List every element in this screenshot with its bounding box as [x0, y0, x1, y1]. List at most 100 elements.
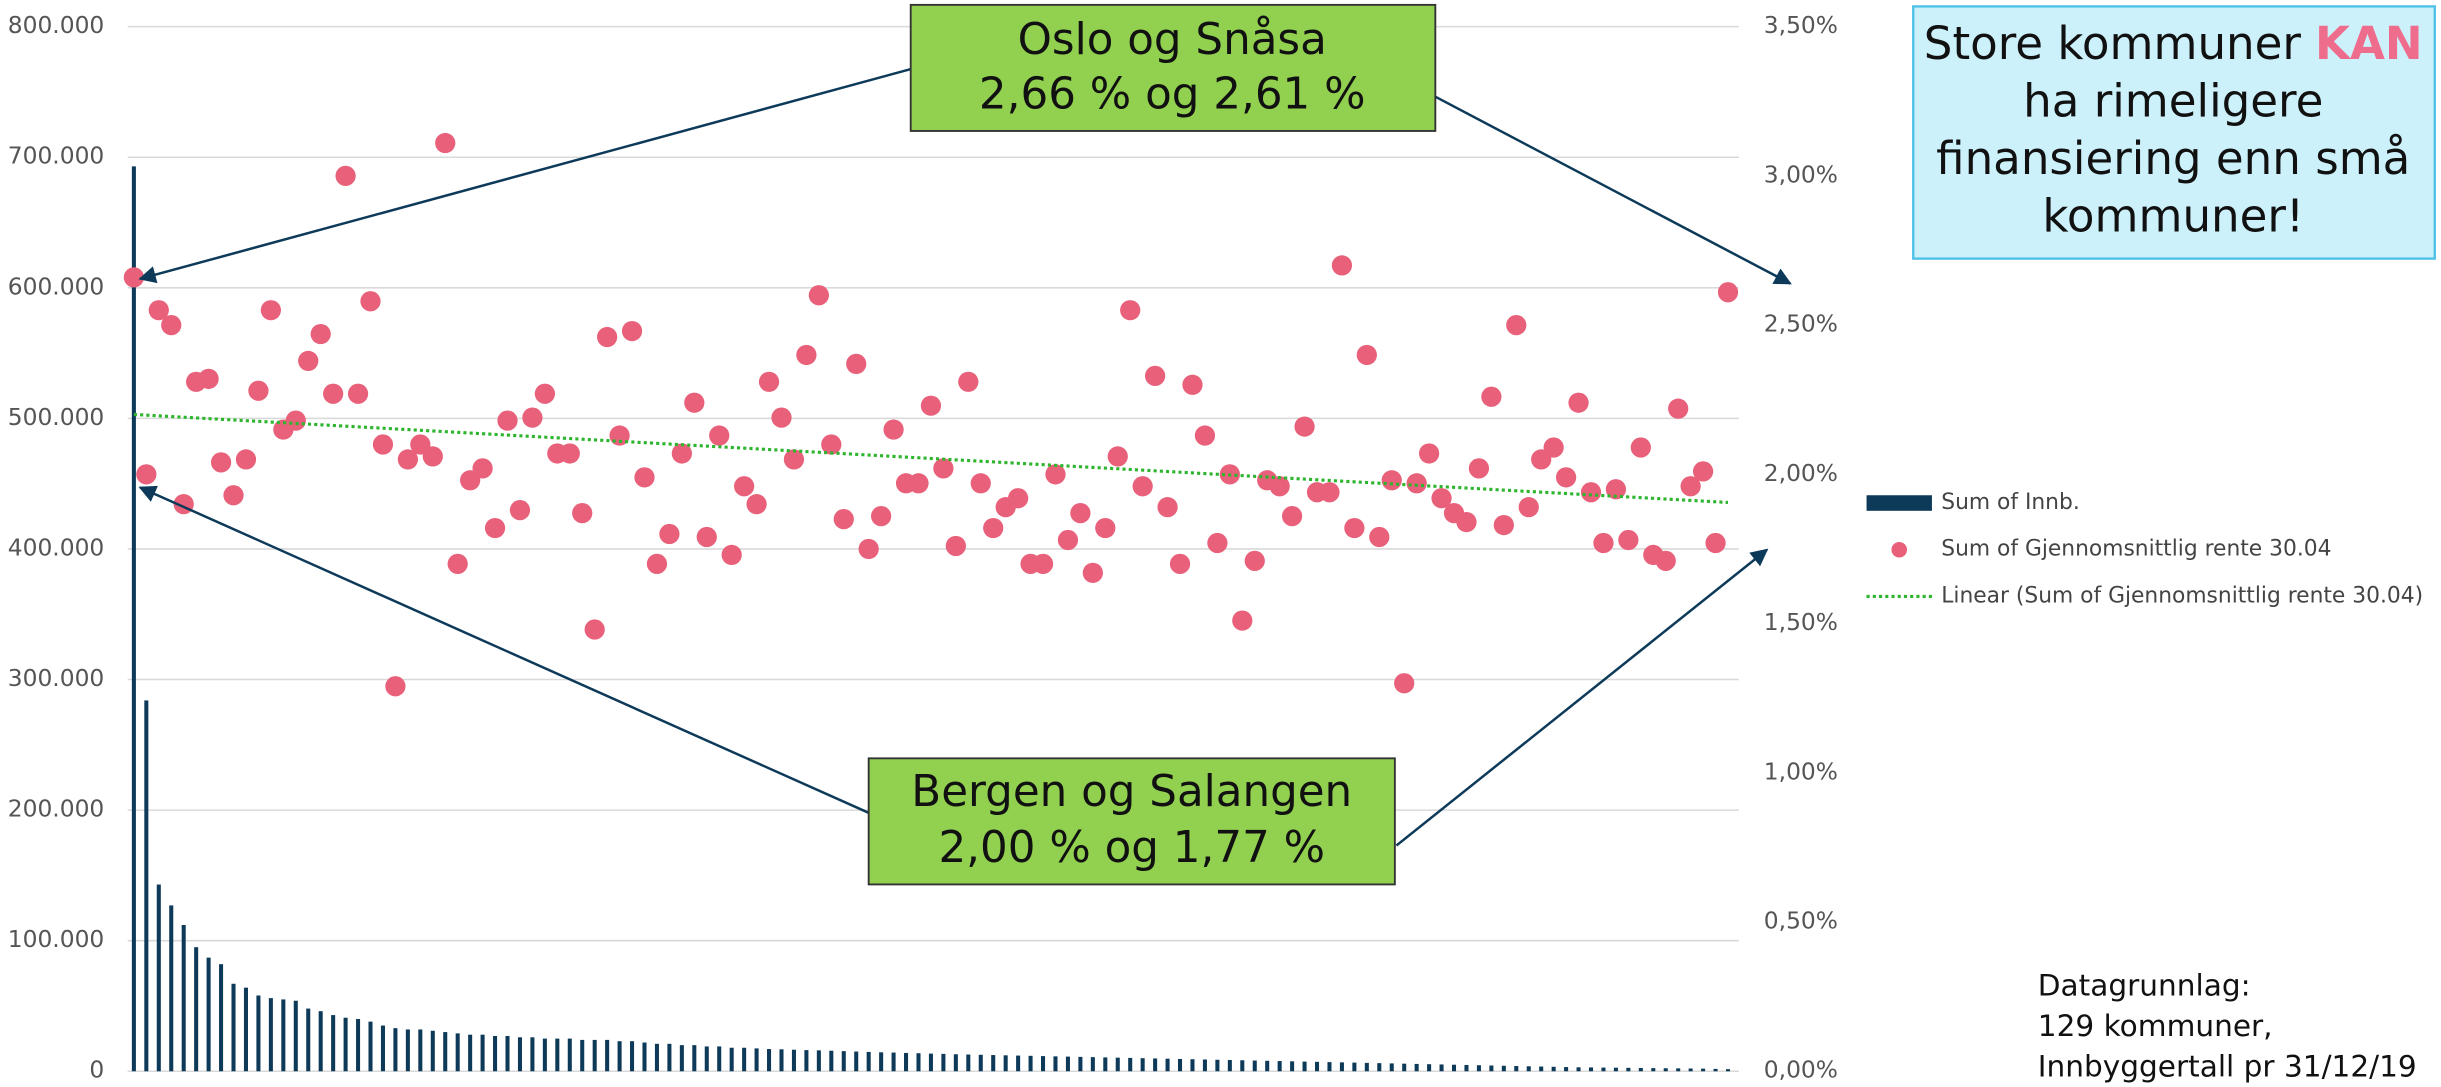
bar	[1713, 1068, 1718, 1072]
bar	[742, 1047, 747, 1072]
dot	[223, 485, 244, 506]
dot	[908, 473, 929, 494]
bar	[368, 1021, 373, 1072]
bar	[1725, 1069, 1731, 1072]
bar	[1103, 1057, 1108, 1072]
bar	[991, 1055, 996, 1072]
dot	[1655, 550, 1676, 572]
annotation-box	[867, 757, 1396, 886]
bar	[1240, 1060, 1245, 1072]
annotation-text: Bergen og Salangen	[911, 767, 1352, 817]
dot	[659, 523, 680, 545]
bar	[493, 1035, 498, 1072]
dot	[360, 291, 381, 312]
bar	[306, 1008, 311, 1072]
dot	[1369, 526, 1390, 548]
dot	[310, 323, 331, 345]
bar	[580, 1039, 585, 1072]
dot	[1506, 314, 1527, 336]
dot	[920, 395, 942, 416]
dot	[1568, 392, 1589, 413]
arrow	[1395, 548, 1769, 847]
callout-text: Store kommuner KAN	[1924, 17, 2423, 70]
bar	[879, 1052, 884, 1072]
bar	[443, 1032, 448, 1072]
y-tick-label: 300.000	[8, 664, 105, 692]
dot	[323, 383, 344, 404]
dot	[746, 494, 767, 515]
bar	[268, 998, 273, 1072]
bar	[1651, 1068, 1656, 1072]
bar	[642, 1042, 647, 1072]
dot	[871, 505, 892, 527]
bar	[1576, 1067, 1581, 1072]
bar	[1128, 1057, 1133, 1072]
bar	[779, 1049, 784, 1072]
dot	[1580, 482, 1602, 503]
dot	[198, 368, 219, 389]
bar	[1016, 1055, 1021, 1072]
bar	[517, 1037, 522, 1072]
bar	[1402, 1063, 1407, 1072]
bar	[953, 1054, 958, 1072]
dot	[235, 449, 257, 470]
dot	[1481, 386, 1502, 407]
bar	[1564, 1067, 1569, 1072]
bar	[1588, 1067, 1594, 1072]
dot	[1331, 255, 1353, 276]
bar	[318, 1011, 323, 1072]
bar	[542, 1038, 547, 1072]
bar	[904, 1052, 909, 1072]
callout: Store kommuner KAN ha rimeligere finansie…	[1912, 5, 2436, 260]
dot	[1680, 476, 1701, 497]
bar	[1613, 1067, 1618, 1072]
dot	[1543, 437, 1564, 458]
dot	[1717, 282, 1739, 303]
bar	[1701, 1068, 1706, 1072]
plot	[123, 132, 1739, 1072]
dot	[484, 517, 506, 539]
bar	[1178, 1058, 1183, 1072]
y2-tick-label: 0,50%	[1764, 907, 1838, 935]
bar	[630, 1041, 635, 1072]
dot	[1045, 464, 1066, 485]
bar	[1676, 1068, 1681, 1072]
dot	[597, 326, 618, 348]
bar	[356, 1019, 361, 1072]
y2-tick-label: 3,00%	[1764, 160, 1838, 188]
bar	[1115, 1057, 1120, 1072]
bar	[1489, 1065, 1494, 1072]
bar	[1215, 1059, 1220, 1072]
bar	[455, 1033, 460, 1072]
dot	[1032, 553, 1054, 574]
bar	[1003, 1055, 1008, 1072]
y2-tick-label: 2,00%	[1764, 459, 1838, 487]
footnote-text: Datagrunnlag:	[2038, 969, 2251, 1003]
bar	[667, 1043, 672, 1072]
bar	[393, 1028, 398, 1072]
bar	[617, 1041, 622, 1072]
dot	[285, 410, 306, 431]
bar	[1090, 1057, 1095, 1072]
dot	[435, 132, 456, 154]
bar	[480, 1034, 485, 1072]
bar	[1539, 1066, 1544, 1072]
dot	[497, 410, 518, 431]
bar	[1601, 1067, 1606, 1072]
dot	[1057, 529, 1079, 551]
dot	[696, 526, 717, 548]
dot	[472, 458, 493, 479]
dot	[1406, 473, 1427, 494]
bar	[231, 983, 236, 1072]
dot	[1294, 416, 1315, 437]
bar	[405, 1029, 410, 1072]
bar	[131, 166, 136, 1072]
trendline	[133, 412, 1729, 505]
bar	[1302, 1061, 1307, 1072]
bar	[1140, 1058, 1145, 1072]
dot	[509, 500, 531, 521]
legend-label: Linear (Sum of Gjennomsnittlig rente 30.…	[1941, 583, 2423, 608]
dot	[1194, 425, 1216, 446]
dot	[1169, 553, 1191, 574]
bar	[605, 1039, 610, 1072]
